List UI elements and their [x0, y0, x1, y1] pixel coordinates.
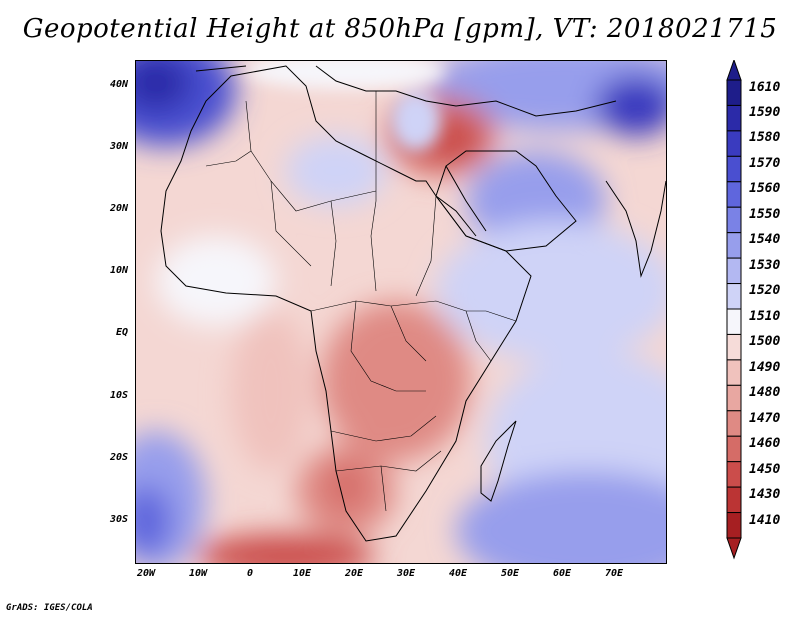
contour-west-sahel: [156, 236, 276, 326]
arabia-coastline: [435, 150, 577, 252]
contour-arabian-sea: [436, 221, 666, 361]
colorbar-label: 1560: [749, 181, 781, 196]
colorbar-box: [726, 410, 742, 437]
colorbar-box: [726, 461, 742, 488]
lat-label-40n: 40N: [109, 79, 128, 90]
lat-label-20n: 20N: [109, 203, 128, 214]
colorbar-label: 1510: [749, 309, 781, 324]
contour-libya: [286, 136, 386, 206]
colorbar-label: 1520: [749, 283, 781, 298]
colorbar-top-arrow: [726, 60, 742, 81]
colorbar-label: 1410: [749, 513, 781, 528]
country-borders: [205, 91, 517, 512]
colorbar-label: 1570: [749, 156, 781, 171]
colorbar-box: [726, 206, 742, 234]
colorbar-box: [726, 79, 742, 106]
lon-label-70e: 70E: [604, 568, 624, 579]
contour-low-kalahari-core: [326, 461, 366, 511]
coastlines: [160, 65, 666, 542]
lat-label-10s: 10S: [109, 390, 128, 401]
contour-south-indian: [456, 471, 666, 563]
lon-label-10e: 10E: [292, 568, 312, 579]
colorbar-label: 1580: [749, 130, 781, 145]
lon-label-20e: 20E: [344, 568, 364, 579]
lat-label-30s: 30S: [109, 514, 128, 525]
colorbar-bottom-arrow: [726, 537, 742, 560]
colorbar-box: [726, 283, 742, 310]
lon-label-0: 0: [246, 568, 254, 579]
lat-label-10n: 10N: [109, 265, 128, 276]
europe-coastline: [195, 65, 617, 117]
contour-high-nw-core: [136, 61, 191, 111]
colorbar-label: 1490: [749, 360, 781, 375]
colorbar-box: [726, 104, 742, 132]
colorbar-box: [726, 512, 742, 539]
red-sea-coast: [435, 165, 487, 237]
lon-label-20w: 20W: [136, 568, 156, 579]
colorbar-label: 1460: [749, 436, 781, 451]
colorbar-box: [726, 435, 742, 463]
colorbar-box: [726, 308, 742, 335]
colorbar-box: [726, 232, 742, 259]
colorbar-box: [726, 384, 742, 412]
lon-label-40e: 40E: [448, 568, 468, 579]
lon-label-60e: 60E: [552, 568, 572, 579]
colorbar-label: 1480: [749, 385, 781, 400]
lat-label-eq: EQ: [115, 327, 128, 338]
madagascar-coastline: [480, 420, 517, 502]
lon-label-30e: 30E: [396, 568, 416, 579]
colorbar-box: [726, 155, 742, 183]
colorbar-label: 1590: [749, 105, 781, 120]
contour-low-south: [196, 534, 376, 563]
colorbar-label: 1540: [749, 232, 781, 247]
colorbar-label: 1610: [749, 80, 781, 95]
colorbar-box: [726, 359, 742, 386]
lon-label-50e: 50E: [500, 568, 520, 579]
contour-high-ne-core: [596, 76, 666, 136]
colorbar-label: 1500: [749, 334, 781, 349]
colorbar-boxes: [726, 79, 742, 539]
colorbar-label: 1450: [749, 462, 781, 477]
lat-label-30n: 30N: [109, 141, 128, 152]
map-panel[interactable]: [135, 60, 667, 564]
colorbar-box: [726, 486, 742, 514]
contour-gulf-guinea: [231, 311, 311, 471]
india-coastline: [605, 180, 666, 278]
contour-low-congo: [321, 301, 471, 461]
colorbar-label: 1550: [749, 207, 781, 222]
africa-coastline: [160, 65, 532, 542]
height-contours: [136, 61, 666, 563]
colorbar-label: 1470: [749, 411, 781, 426]
colorbar-box: [726, 257, 742, 285]
colorbar-label: 1530: [749, 258, 781, 273]
lon-label-10w: 10W: [188, 568, 208, 579]
height-field-map: [136, 61, 666, 563]
colorbar-box: [726, 130, 742, 157]
colorbar-box: [726, 181, 742, 208]
contour-east-med: [391, 91, 441, 151]
footer-credit: GrADS: IGES/COLA: [6, 603, 93, 613]
colorbar-label: 1430: [749, 487, 781, 502]
map-title: Geopotential Height at 850hPa [gpm], VT:…: [22, 14, 778, 44]
contour-mediterranean: [246, 61, 446, 89]
lat-label-20s: 20S: [109, 452, 128, 463]
colorbar-svg: [726, 60, 742, 560]
contour-south-atlantic-core: [136, 486, 171, 556]
colorbar-box: [726, 333, 742, 361]
